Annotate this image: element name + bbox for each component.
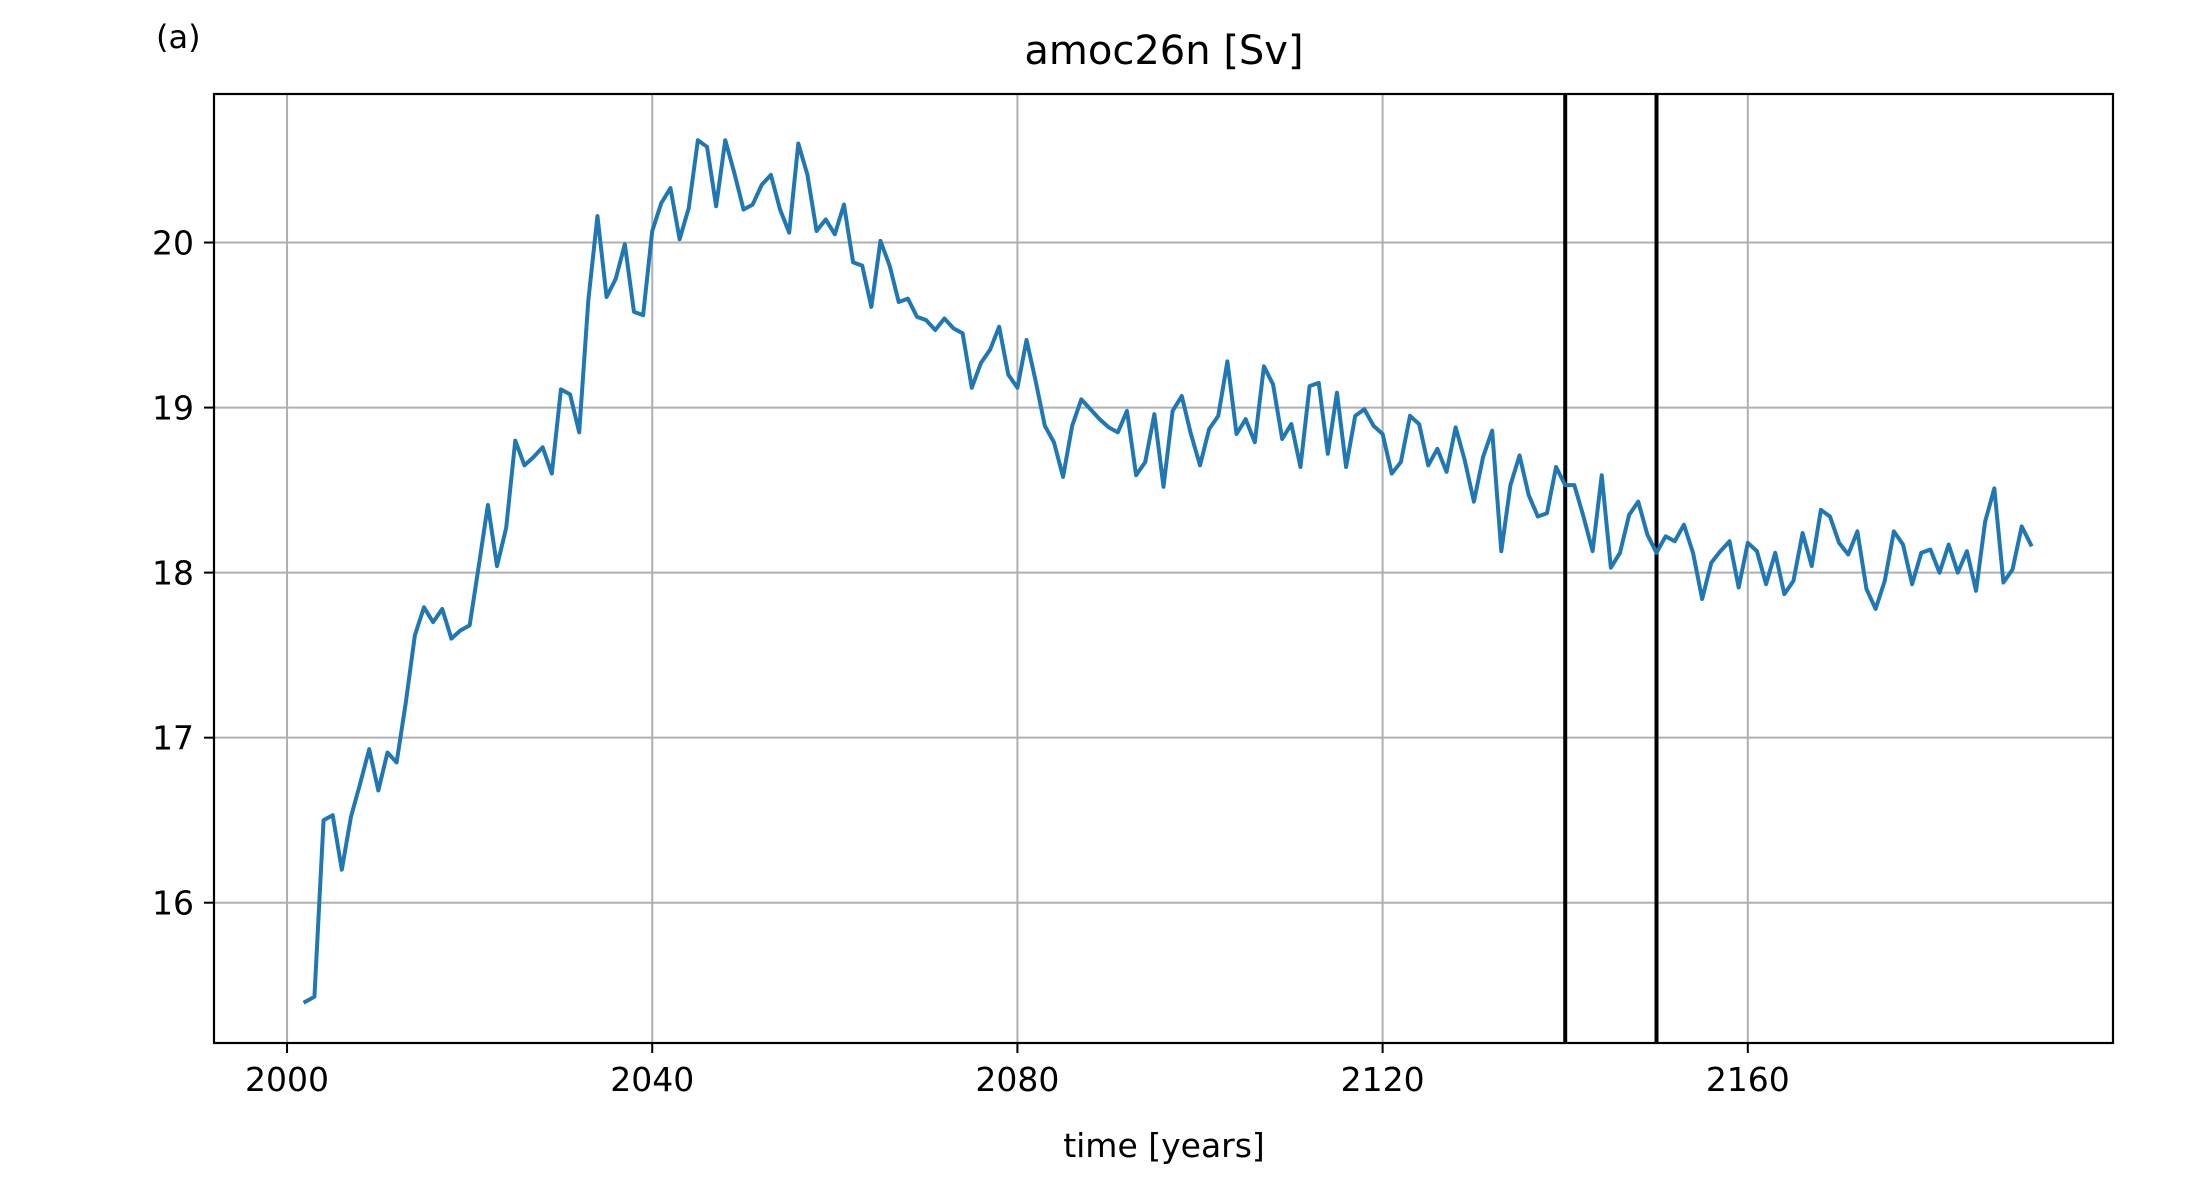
series-layer [302,138,2034,1005]
y-tick-label: 17 [152,719,194,758]
series-line [302,138,2034,1005]
y-tick-label: 16 [152,884,194,923]
panel-label: (a) [156,18,201,56]
axis-ticks: 2000 2040 2080 2120 2160 16 17 18 19 20 [152,224,1790,1099]
x-tick-label: 2000 [245,1060,329,1099]
grid [214,94,2113,1043]
x-tick-label: 2080 [975,1060,1059,1099]
marker-lines [1563,94,1659,1043]
x-tick-label: 2160 [1706,1060,1790,1099]
y-tick-label: 19 [152,389,194,428]
x-axis-label: time [years] [1063,1126,1265,1165]
y-tick-label: 18 [152,554,194,593]
x-tick-label: 2040 [610,1060,694,1099]
chart-title: amoc26n [Sv] [1024,28,1303,74]
y-tick-label: 20 [152,224,194,263]
x-tick-label: 2120 [1341,1060,1425,1099]
plot-frame [212,92,2115,1045]
